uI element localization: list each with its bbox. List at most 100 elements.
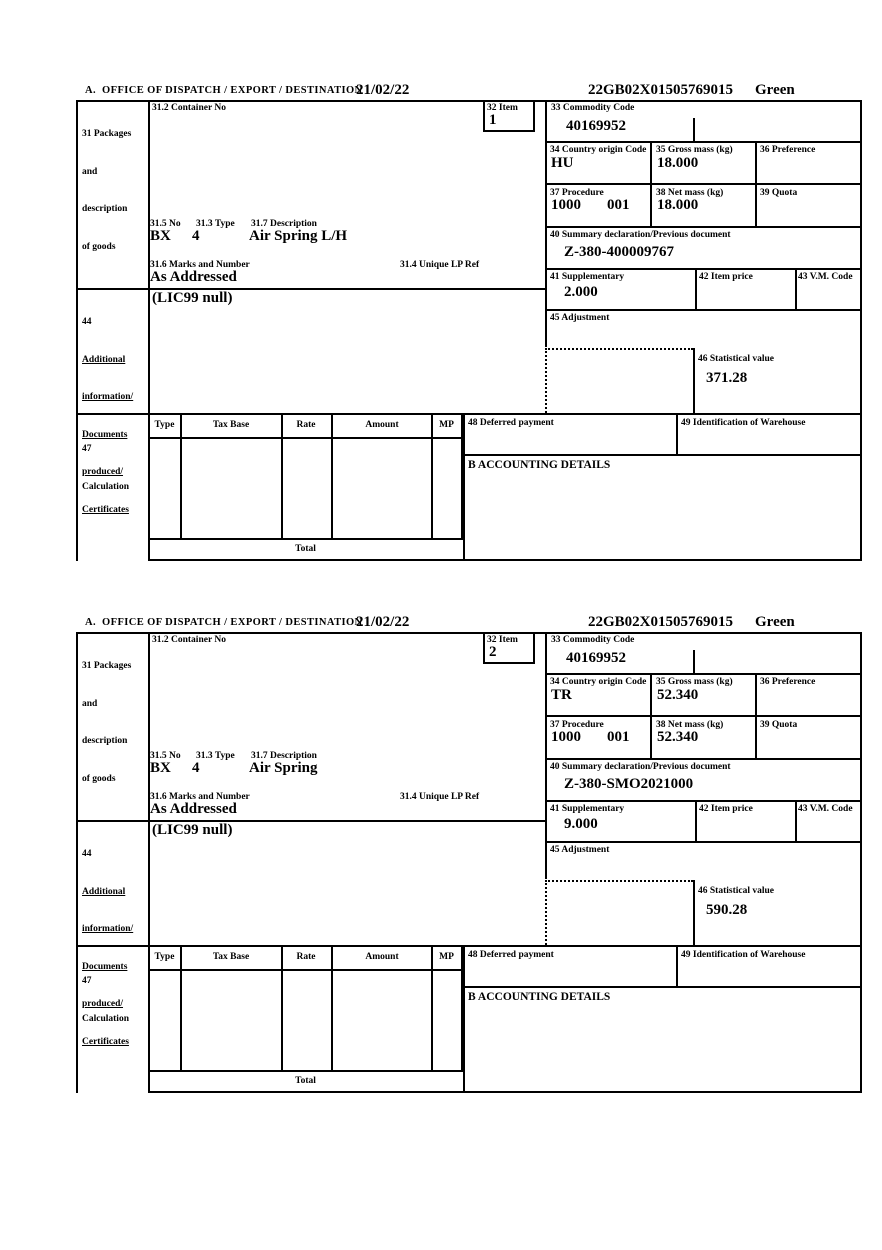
box35-gross-mass-label: 35 Gross mass (kg) (656, 145, 733, 155)
box40-previous-doc-label: 40 Summary declaration/Previous document (550, 762, 731, 772)
item-number-value: 1 (489, 112, 497, 128)
declaration-reference: 22GB02X01505769015 Green (588, 614, 795, 631)
calc-col-amount: Amount (365, 420, 399, 430)
supplementary-value: 2.000 (564, 284, 598, 300)
box31-7-description-label: 31.7 Description (251, 219, 317, 229)
box47-calculation-label: 47 Calculation (82, 976, 129, 1024)
box31-5-no-label: 31.5 No (150, 751, 181, 761)
grid-line (281, 945, 283, 1072)
box47-calculation-label: 47 Calculation (82, 444, 129, 492)
box32-item-label: 32 Item (487, 635, 518, 645)
box31-2-container-label: 31.2 Container No (152, 103, 226, 113)
marks-value: As Addressed (150, 269, 237, 285)
movement-reference-number: 22GB02X01505769015 (588, 614, 734, 630)
box43-vm-code-label: 43 V.M. Code (798, 272, 853, 282)
grid-line (431, 413, 433, 540)
box43-vm-code-label: 43 V.M. Code (798, 804, 853, 814)
declaration-reference: 22GB02X01505769015 Green (588, 82, 795, 99)
box49-warehouse-label: 49 Identification of Warehouse (681, 418, 806, 428)
net-mass-value: 52.340 (657, 729, 699, 745)
packages-type-value: 4 (192, 760, 200, 776)
statistical-value: 590.28 (706, 902, 748, 918)
calc-col-rate: Rate (296, 420, 316, 430)
box33-commodity-label: 33 Commodity Code (551, 103, 635, 113)
grid-line (148, 559, 862, 561)
box31-3-type-label: 31.3 Type (196, 751, 235, 761)
calc-col-mp: MP (439, 420, 454, 430)
grid-line (148, 1070, 463, 1072)
grid-line (676, 413, 678, 454)
grid-line (461, 413, 463, 540)
grid-line (545, 268, 862, 270)
box46-statistical-label: 46 Statistical value (698, 886, 774, 896)
grid-line (76, 100, 862, 102)
grid-line (545, 715, 862, 717)
box31-6-marks-label: 31.6 Marks and Number (150, 792, 250, 802)
box32-item-label: 32 Item (487, 103, 518, 113)
grid-line (76, 100, 78, 561)
grid-line (545, 841, 862, 843)
grid-line (695, 800, 697, 841)
box45-adjustment-label: 45 Adjustment (550, 313, 610, 323)
grid-line (795, 268, 797, 309)
box36-preference-label: 36 Preference (760, 145, 816, 155)
grid-line (755, 141, 757, 226)
box35-gross-mass-label: 35 Gross mass (kg) (656, 677, 733, 687)
box46-statistical-label: 46 Statistical value (698, 354, 774, 364)
calc-total-label: Total (295, 1076, 316, 1086)
grid-line (533, 100, 535, 132)
box31-7-description-label: 31.7 Description (251, 751, 317, 761)
box31-2-container-label: 31.2 Container No (152, 635, 226, 645)
grid-line (693, 118, 695, 141)
box37-procedure-label: 37 Procedure (550, 720, 604, 730)
box41-supplementary-label: 41 Supplementary (550, 272, 625, 282)
calc-col-type: Type (154, 952, 175, 962)
commodity-code-value: 40169952 (566, 118, 626, 134)
grid-line (650, 141, 652, 226)
grid-line (545, 309, 862, 311)
movement-reference-number: 22GB02X01505769015 (588, 82, 734, 98)
grid-line (148, 538, 463, 540)
grid-line (76, 632, 78, 1093)
grid-line (860, 100, 862, 561)
grid-line (483, 100, 485, 132)
box48-deferred-payment-label: 48 Deferred payment (468, 418, 554, 428)
grid-line (545, 100, 547, 347)
grid-line (76, 413, 862, 415)
grid-line (148, 437, 465, 439)
box31-4-lp-ref-label: 31.4 Unique LP Ref (400, 260, 480, 270)
grid-line (545, 800, 862, 802)
box31-3-type-label: 31.3 Type (196, 219, 235, 229)
box31-6-marks-label: 31.6 Marks and Number (150, 260, 250, 270)
grid-line (331, 945, 333, 1072)
grid-line (76, 820, 547, 822)
goods-description-value: Air Spring L/H (249, 228, 348, 244)
supplementary-value: 9.000 (564, 816, 598, 832)
marks-value: As Addressed (150, 801, 237, 817)
grid-line (650, 673, 652, 758)
statistical-value: 371.28 (706, 370, 748, 386)
box31-packages-label: 31 Packages and description of goods (82, 129, 132, 252)
procedure-value-2: 001 (607, 197, 630, 213)
box36-preference-label: 36 Preference (760, 677, 816, 687)
box38-net-mass-label: 38 Net mass (kg) (656, 720, 724, 730)
grid-line (331, 413, 333, 540)
accounting-details-label: B ACCOUNTING DETAILS (468, 459, 611, 471)
calc-col-tax-base: Tax Base (212, 952, 250, 962)
box39-quota-label: 39 Quota (760, 188, 798, 198)
grid-line (483, 130, 535, 132)
grid-line (483, 632, 485, 664)
box48-deferred-payment-label: 48 Deferred payment (468, 950, 554, 960)
grid-line (545, 141, 862, 143)
calc-total-label: Total (295, 544, 316, 554)
dotted-divider (545, 348, 693, 350)
acceptance-date: 21/02/22 (356, 614, 410, 630)
grid-line (76, 288, 547, 290)
grid-line (483, 662, 535, 664)
routing-status: Green (755, 614, 795, 630)
goods-description-value: Air Spring (249, 760, 318, 776)
grid-line (431, 945, 433, 1072)
grid-line (281, 413, 283, 540)
dotted-divider (545, 880, 693, 882)
